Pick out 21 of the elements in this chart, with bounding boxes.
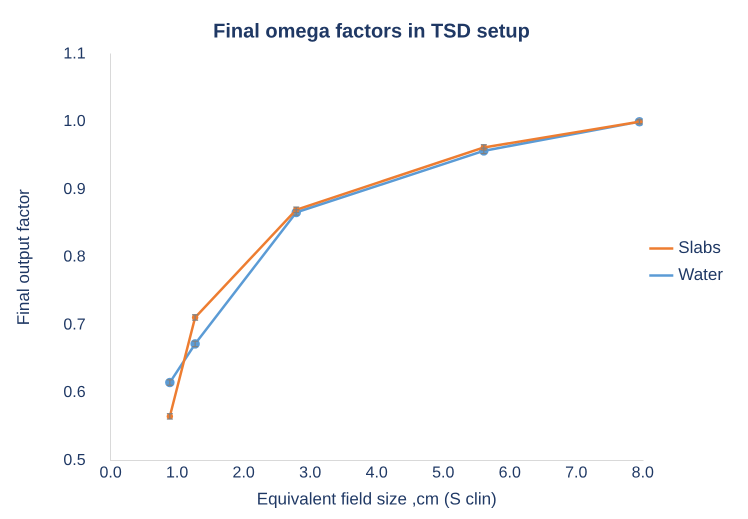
y-axis-title: Final output factor (14, 188, 33, 326)
y-tick-label: 0.6 (63, 384, 86, 402)
x-axis-title: Equivalent field size ,cm (S clin) (256, 489, 497, 508)
y-tick-label: 0.9 (63, 180, 86, 198)
x-tick-label: 2.0 (232, 464, 255, 482)
legend-label: Slabs (678, 238, 721, 258)
x-tick-label: 4.0 (366, 464, 388, 482)
y-tick-label: 1.0 (63, 113, 86, 130)
y-tick-label: 0.5 (63, 452, 86, 469)
y-tick-label: 1.1 (63, 45, 86, 62)
x-tick-label: 0.0 (100, 464, 122, 482)
x-tick-label: 8.0 (632, 464, 654, 482)
chart-title: Final omega factors in TSD setup (213, 20, 530, 43)
x-tick-label: 7.0 (565, 464, 588, 482)
legend-label: Water (678, 265, 724, 284)
y-tick-label: 0.8 (63, 248, 86, 266)
y-tick-label: 0.7 (63, 316, 86, 334)
x-tick-label: 1.0 (166, 464, 188, 482)
x-tick-label: 5.0 (432, 464, 454, 482)
x-tick-label: 6.0 (498, 464, 521, 482)
x-tick-label: 3.0 (299, 464, 322, 482)
